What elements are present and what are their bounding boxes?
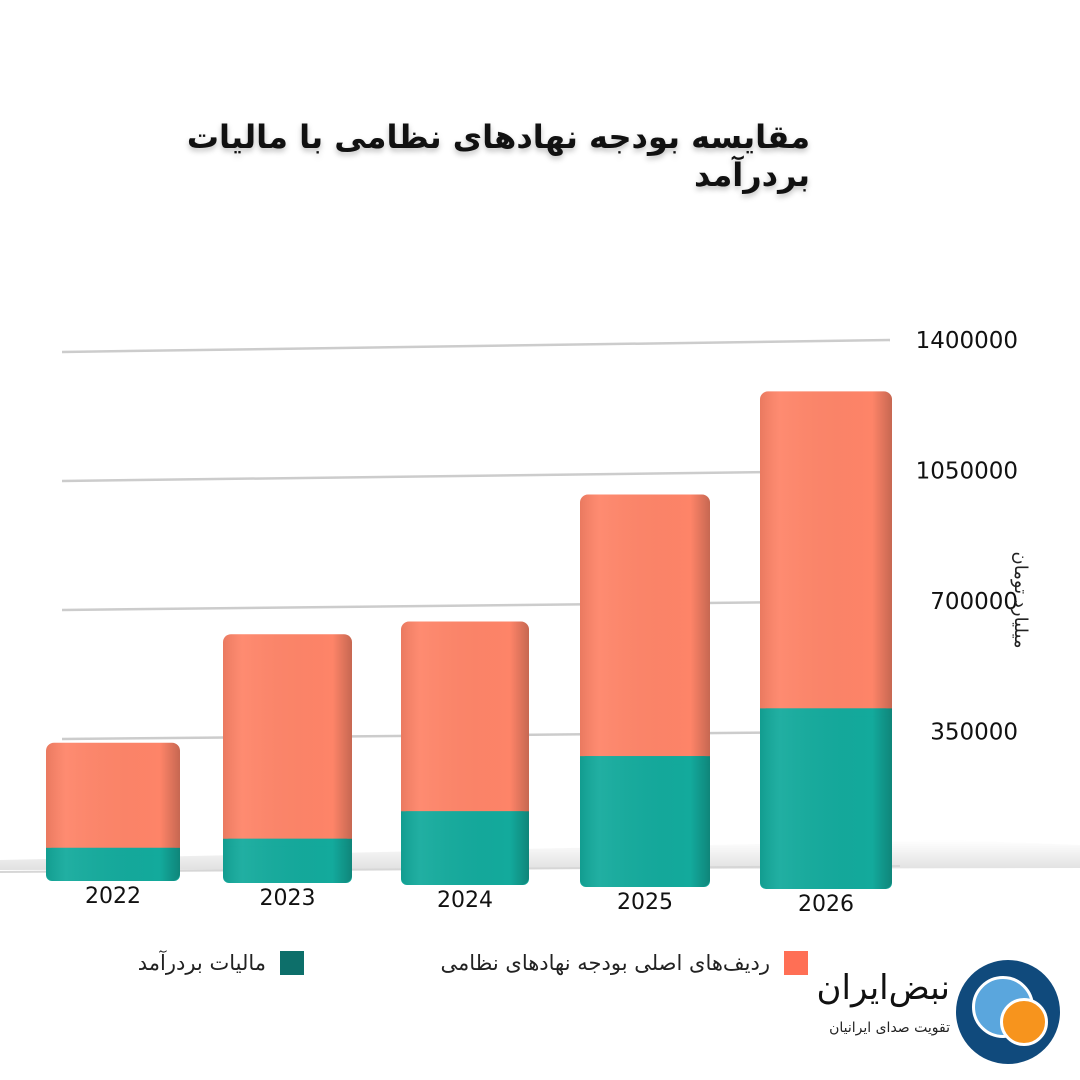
brand-logo-icon xyxy=(956,960,1060,1064)
x-tick-label-2026: 2026 xyxy=(798,892,854,917)
bar-shading-2025 xyxy=(580,494,710,887)
bar-shading-2024 xyxy=(401,621,529,885)
brand-name: نبض‌ایران xyxy=(816,968,950,1008)
y-tick-label: 350000 xyxy=(930,720,1018,746)
x-tick-label-2023: 2023 xyxy=(260,886,316,911)
bar-group-2024 xyxy=(401,621,529,885)
y-tick-label: 700000 xyxy=(930,589,1018,615)
y-tick-label: 1400000 xyxy=(916,328,1018,354)
y-axis-label: میلیارد تومان xyxy=(1010,551,1031,649)
bar-group-2025 xyxy=(580,494,710,887)
legend-item-income-tax: مالیات بردرآمد xyxy=(134,948,304,978)
bar-group-2026 xyxy=(760,391,892,889)
chart-title: مقایسه بودجه نهادهای نظامی با مالیات برد… xyxy=(186,118,810,194)
legend-label-income-tax: مالیات بردرآمد xyxy=(137,951,266,975)
bar-group-2022 xyxy=(46,742,180,881)
grid-line xyxy=(61,469,891,483)
bar-shading-2026 xyxy=(760,391,892,889)
legend-item-military-budget: ردیف‌های اصلی بودجه نهادهای نظامی xyxy=(418,948,808,978)
legend-swatch-military xyxy=(784,951,808,975)
brand-slogan: تقویت صدای ایرانیان xyxy=(829,1020,950,1036)
x-axis-labels: 2022 2023 2024 2025 2026 xyxy=(85,884,854,917)
bars xyxy=(46,391,892,889)
bar-shading-2023 xyxy=(223,634,352,883)
y-axis-ticks: 1400000 1050000 700000 350000 xyxy=(916,328,1018,746)
grid-line xyxy=(61,599,891,612)
legend-label-military: ردیف‌های اصلی بودجه نهادهای نظامی xyxy=(440,951,771,975)
y-tick-label: 1050000 xyxy=(916,459,1018,485)
bar-shading-2022 xyxy=(46,742,180,881)
grid-line xyxy=(61,338,891,354)
x-tick-label-2024: 2024 xyxy=(437,888,493,913)
legend-swatch-income-tax xyxy=(280,951,304,975)
bar-group-2023 xyxy=(223,634,352,883)
x-tick-label-2025: 2025 xyxy=(617,890,673,915)
x-tick-label-2022: 2022 xyxy=(85,884,141,909)
logo-orange-circle xyxy=(1000,998,1048,1046)
